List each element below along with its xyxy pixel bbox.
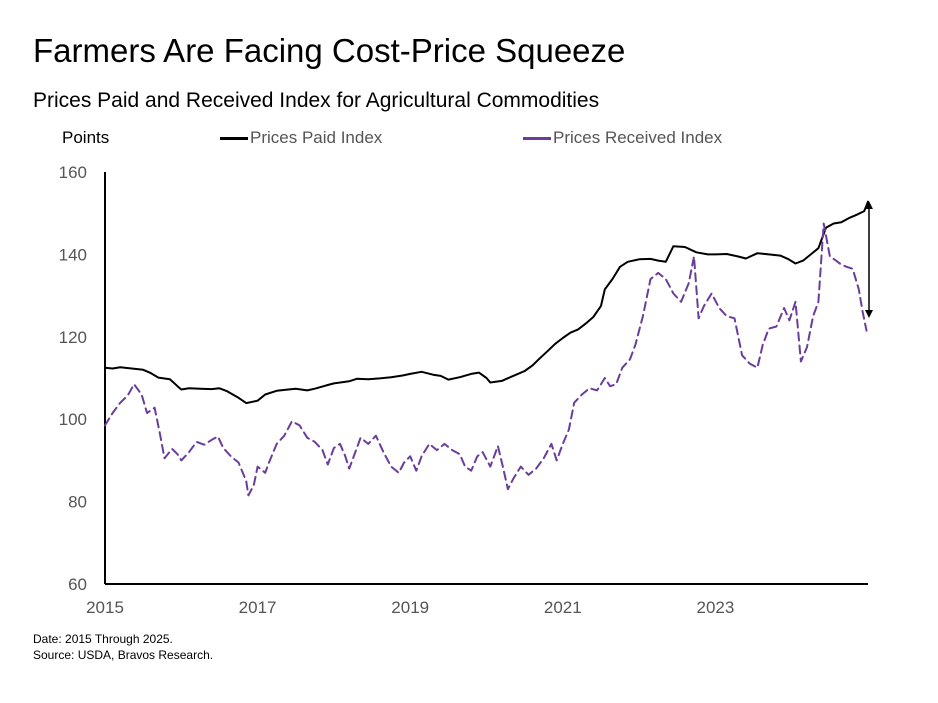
series-line-prices-paid bbox=[104, 200, 869, 405]
source-note: Source: USDA, Bravos Research. bbox=[33, 648, 214, 662]
chart-title: Farmers Are Facing Cost-Price Squeeze bbox=[33, 32, 626, 69]
legend-label-prices-received: Prices Received Index bbox=[553, 128, 723, 147]
legend-swatch-prices-received bbox=[523, 136, 551, 140]
legend-item-prices-paid: Prices Paid Index bbox=[220, 128, 382, 148]
x-tick-label: 2015 bbox=[86, 598, 124, 617]
x-tick-label: 2019 bbox=[391, 598, 429, 617]
y-tick-label: 120 bbox=[59, 328, 87, 347]
y-tick-label: 80 bbox=[68, 493, 87, 512]
series-layer bbox=[104, 200, 869, 497]
legend-swatch-prices-paid bbox=[220, 136, 248, 140]
chart-subtitle: Prices Paid and Received Index for Agric… bbox=[33, 89, 600, 112]
y-axis-label: Points bbox=[62, 128, 110, 147]
date-note: Date: 2015 Through 2025. bbox=[33, 632, 173, 646]
y-tick-label: 160 bbox=[59, 163, 87, 182]
legend-label-prices-paid: Prices Paid Index bbox=[250, 128, 383, 147]
y-tick-label: 140 bbox=[59, 245, 87, 264]
y-tick-label: 100 bbox=[59, 410, 87, 429]
x-tick-label: 2017 bbox=[239, 598, 277, 617]
series-line-prices-received bbox=[104, 222, 868, 497]
chart-axes: 160 140 120 100 80 60 2015 2017 2019 2021 2023 bbox=[59, 163, 868, 617]
y-tick-label: 60 bbox=[68, 575, 87, 594]
x-tick-label: 2023 bbox=[696, 598, 734, 617]
legend-item-prices-received: Prices Received Index bbox=[523, 128, 722, 148]
x-tick-label: 2021 bbox=[544, 598, 582, 617]
